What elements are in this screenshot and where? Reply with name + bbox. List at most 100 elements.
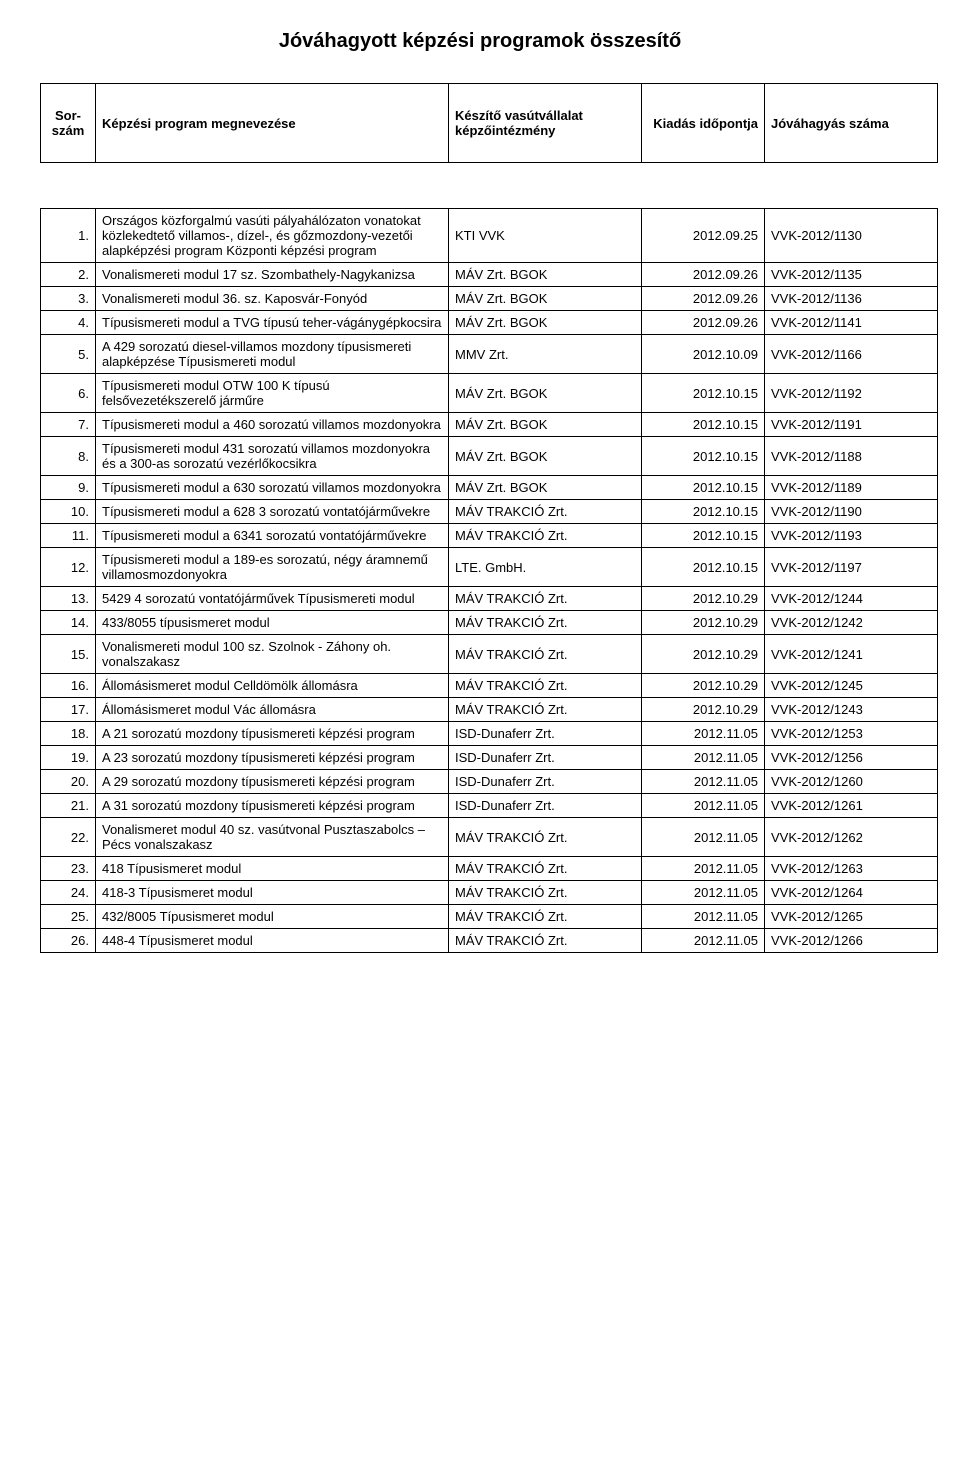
- table-row: 2.Vonalismereti modul 17 sz. Szombathely…: [41, 263, 938, 287]
- table-cell: 2012.10.15: [642, 374, 765, 413]
- table-cell: MÁV TRAKCIÓ Zrt.: [449, 587, 642, 611]
- table-cell: 16.: [41, 674, 96, 698]
- table-cell: 432/8005 Típusismeret modul: [96, 905, 449, 929]
- table-cell: VVK-2012/1188: [765, 437, 938, 476]
- table-cell: LTE. GmbH.: [449, 548, 642, 587]
- table-cell: MMV Zrt.: [449, 335, 642, 374]
- col-header-inst: Készítő vasútvállalat képzőintézmény: [449, 84, 642, 163]
- table-body: 1.Országos közforgalmú vasúti pályahálóz…: [41, 163, 938, 953]
- table-cell: MÁV TRAKCIÓ Zrt.: [449, 500, 642, 524]
- table-row: 21.A 31 sorozatú mozdony típusismereti k…: [41, 794, 938, 818]
- table-cell: MÁV TRAKCIÓ Zrt.: [449, 674, 642, 698]
- table-row: 19.A 23 sorozatú mozdony típusismereti k…: [41, 746, 938, 770]
- table-cell: 433/8055 típusismeret modul: [96, 611, 449, 635]
- table-cell: 418-3 Típusismeret modul: [96, 881, 449, 905]
- table-cell: 13.: [41, 587, 96, 611]
- table-cell: 2012.11.05: [642, 770, 765, 794]
- table-row: 26.448-4 Típusismeret modulMÁV TRAKCIÓ Z…: [41, 929, 938, 953]
- table-cell: MÁV Zrt. BGOK: [449, 287, 642, 311]
- table-row: 1.Országos közforgalmú vasúti pályahálóz…: [41, 209, 938, 263]
- table-cell: Vonalismereti modul 100 sz. Szolnok - Zá…: [96, 635, 449, 674]
- table-cell: 14.: [41, 611, 96, 635]
- spacer-row: [41, 163, 938, 209]
- table-cell: Állomásismeret modul Celldömölk állomásr…: [96, 674, 449, 698]
- programs-table: Sor-szám Képzési program megnevezése Kés…: [40, 83, 938, 953]
- table-cell: Vonalismeret modul 40 sz. vasútvonal Pus…: [96, 818, 449, 857]
- table-row: 11.Típusismereti modul a 6341 sorozatú v…: [41, 524, 938, 548]
- table-cell: 24.: [41, 881, 96, 905]
- table-cell: 25.: [41, 905, 96, 929]
- table-cell: 2012.10.29: [642, 674, 765, 698]
- table-cell: KTI VVK: [449, 209, 642, 263]
- col-header-num: Sor-szám: [41, 84, 96, 163]
- table-cell: VVK-2012/1192: [765, 374, 938, 413]
- table-cell: VVK-2012/1136: [765, 287, 938, 311]
- table-row: 7.Típusismereti modul a 460 sorozatú vil…: [41, 413, 938, 437]
- table-cell: 2012.10.15: [642, 437, 765, 476]
- table-cell: 9.: [41, 476, 96, 500]
- table-row: 14.433/8055 típusismeret modulMÁV TRAKCI…: [41, 611, 938, 635]
- table-cell: VVK-2012/1256: [765, 746, 938, 770]
- table-cell: 19.: [41, 746, 96, 770]
- table-cell: 4.: [41, 311, 96, 335]
- table-cell: VVK-2012/1243: [765, 698, 938, 722]
- table-cell: 2012.10.15: [642, 524, 765, 548]
- table-cell: MÁV TRAKCIÓ Zrt.: [449, 611, 642, 635]
- table-cell: A 23 sorozatú mozdony típusismereti képz…: [96, 746, 449, 770]
- table-cell: 7.: [41, 413, 96, 437]
- table-row: 23.418 Típusismeret modulMÁV TRAKCIÓ Zrt…: [41, 857, 938, 881]
- table-cell: 5.: [41, 335, 96, 374]
- table-row: 22.Vonalismeret modul 40 sz. vasútvonal …: [41, 818, 938, 857]
- table-cell: VVK-2012/1261: [765, 794, 938, 818]
- table-row: 25.432/8005 Típusismeret modulMÁV TRAKCI…: [41, 905, 938, 929]
- table-row: 16.Állomásismeret modul Celldömölk állom…: [41, 674, 938, 698]
- table-cell: 2012.11.05: [642, 746, 765, 770]
- table-cell: VVK-2012/1141: [765, 311, 938, 335]
- table-cell: MÁV Zrt. BGOK: [449, 374, 642, 413]
- table-cell: 17.: [41, 698, 96, 722]
- table-cell: 2012.10.29: [642, 635, 765, 674]
- table-cell: MÁV Zrt. BGOK: [449, 311, 642, 335]
- table-row: 5.A 429 sorozatú diesel-villamos mozdony…: [41, 335, 938, 374]
- table-cell: 12.: [41, 548, 96, 587]
- table-cell: MÁV TRAKCIÓ Zrt.: [449, 524, 642, 548]
- table-cell: 448-4 Típusismeret modul: [96, 929, 449, 953]
- table-cell: 15.: [41, 635, 96, 674]
- table-cell: 2012.09.25: [642, 209, 765, 263]
- table-cell: 26.: [41, 929, 96, 953]
- table-cell: 2012.10.29: [642, 698, 765, 722]
- table-cell: 2012.09.26: [642, 263, 765, 287]
- table-cell: Állomásismeret modul Vác állomásra: [96, 698, 449, 722]
- table-cell: VVK-2012/1244: [765, 587, 938, 611]
- table-cell: 6.: [41, 374, 96, 413]
- table-cell: MÁV TRAKCIÓ Zrt.: [449, 635, 642, 674]
- table-cell: 2012.10.15: [642, 548, 765, 587]
- table-cell: 2012.11.05: [642, 722, 765, 746]
- table-cell: 2012.09.26: [642, 311, 765, 335]
- table-cell: VVK-2012/1166: [765, 335, 938, 374]
- table-row: 12.Típusismereti modul a 189-es sorozatú…: [41, 548, 938, 587]
- table-cell: VVK-2012/1197: [765, 548, 938, 587]
- table-cell: Típusismereti modul a TVG típusú teher-v…: [96, 311, 449, 335]
- col-header-date: Kiadás időpontja: [642, 84, 765, 163]
- table-row: 8.Típusismereti modul 431 sorozatú villa…: [41, 437, 938, 476]
- table-cell: Vonalismereti modul 17 sz. Szombathely-N…: [96, 263, 449, 287]
- table-cell: VVK-2012/1265: [765, 905, 938, 929]
- table-cell: VVK-2012/1245: [765, 674, 938, 698]
- table-cell: VVK-2012/1135: [765, 263, 938, 287]
- table-cell: VVK-2012/1189: [765, 476, 938, 500]
- table-cell: A 21 sorozatú mozdony típusismereti képz…: [96, 722, 449, 746]
- col-header-name: Képzési program megnevezése: [96, 84, 449, 163]
- table-cell: A 429 sorozatú diesel-villamos mozdony t…: [96, 335, 449, 374]
- table-cell: 2012.10.15: [642, 500, 765, 524]
- table-row: 17.Állomásismeret modul Vác állomásraMÁV…: [41, 698, 938, 722]
- table-cell: 2012.11.05: [642, 794, 765, 818]
- table-cell: 2012.11.05: [642, 857, 765, 881]
- table-cell: 21.: [41, 794, 96, 818]
- table-cell: 20.: [41, 770, 96, 794]
- table-cell: 2012.11.05: [642, 905, 765, 929]
- table-cell: 2012.10.15: [642, 413, 765, 437]
- table-cell: ISD-Dunaferr Zrt.: [449, 746, 642, 770]
- table-row: 18.A 21 sorozatú mozdony típusismereti k…: [41, 722, 938, 746]
- table-cell: 1.: [41, 209, 96, 263]
